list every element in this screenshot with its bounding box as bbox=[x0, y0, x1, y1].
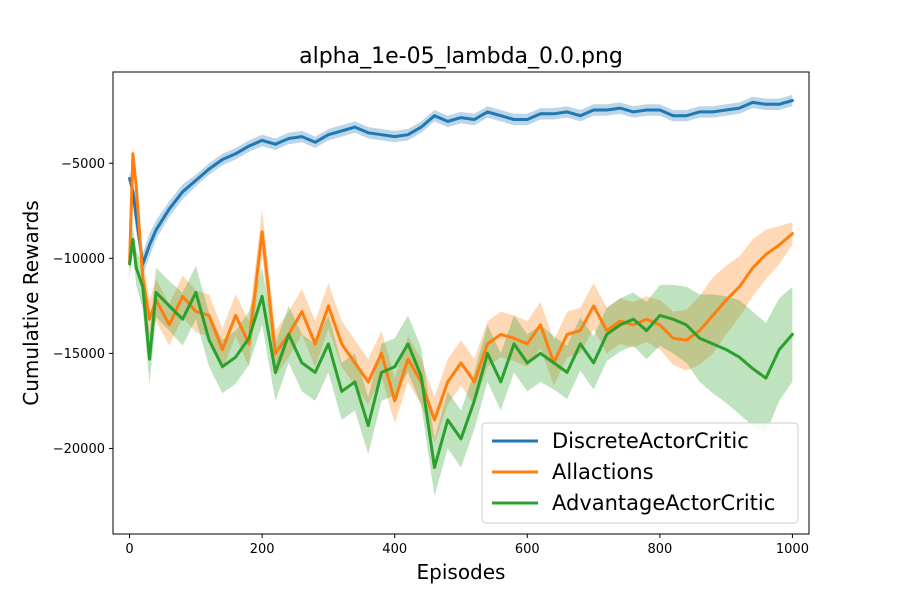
series-line-AdvantageActorCritic bbox=[128, 237, 794, 469]
x-tick-label: 800 bbox=[647, 542, 672, 557]
y-tick-label: −20000 bbox=[53, 442, 105, 457]
y-tick-label: −5000 bbox=[61, 157, 105, 172]
x-tick-label: 200 bbox=[250, 542, 275, 557]
y-axis-ticks: −20000 −15000 −10000 −5000 bbox=[53, 157, 113, 457]
y-axis-label: Cumulative Rewards bbox=[19, 200, 43, 405]
x-axis-ticks: 0 200 400 600 800 1000 bbox=[125, 534, 809, 557]
legend: DiscreteActorCritic Allactions AdvantageAc… bbox=[481, 422, 799, 524]
series-line-DiscreteActorCritic bbox=[128, 99, 794, 266]
band-DiscreteActorCritic bbox=[129, 94, 793, 276]
x-tick-label: 400 bbox=[382, 542, 407, 557]
confidence-bands bbox=[129, 94, 793, 496]
x-tick-label: 1000 bbox=[776, 542, 809, 557]
y-tick-label: −15000 bbox=[53, 347, 105, 362]
series-line-Allactions bbox=[128, 152, 794, 422]
series-lines bbox=[128, 99, 794, 469]
chart-title: alpha_1e-05_lambda_0.0.png bbox=[299, 44, 623, 69]
plot-frame bbox=[112, 71, 810, 535]
legend-box bbox=[481, 422, 799, 524]
legend-label: AdvantageActorCritic bbox=[552, 491, 775, 515]
x-tick-label: 0 bbox=[125, 542, 133, 557]
band-Allactions bbox=[129, 144, 793, 443]
x-tick-label: 600 bbox=[515, 542, 540, 557]
legend-label: Allactions bbox=[552, 460, 654, 484]
legend-label: DiscreteActorCritic bbox=[552, 429, 749, 453]
x-axis-label: Episodes bbox=[417, 560, 506, 584]
y-tick-label: −10000 bbox=[53, 252, 105, 267]
band-AdvantageActorCritic bbox=[129, 226, 793, 496]
